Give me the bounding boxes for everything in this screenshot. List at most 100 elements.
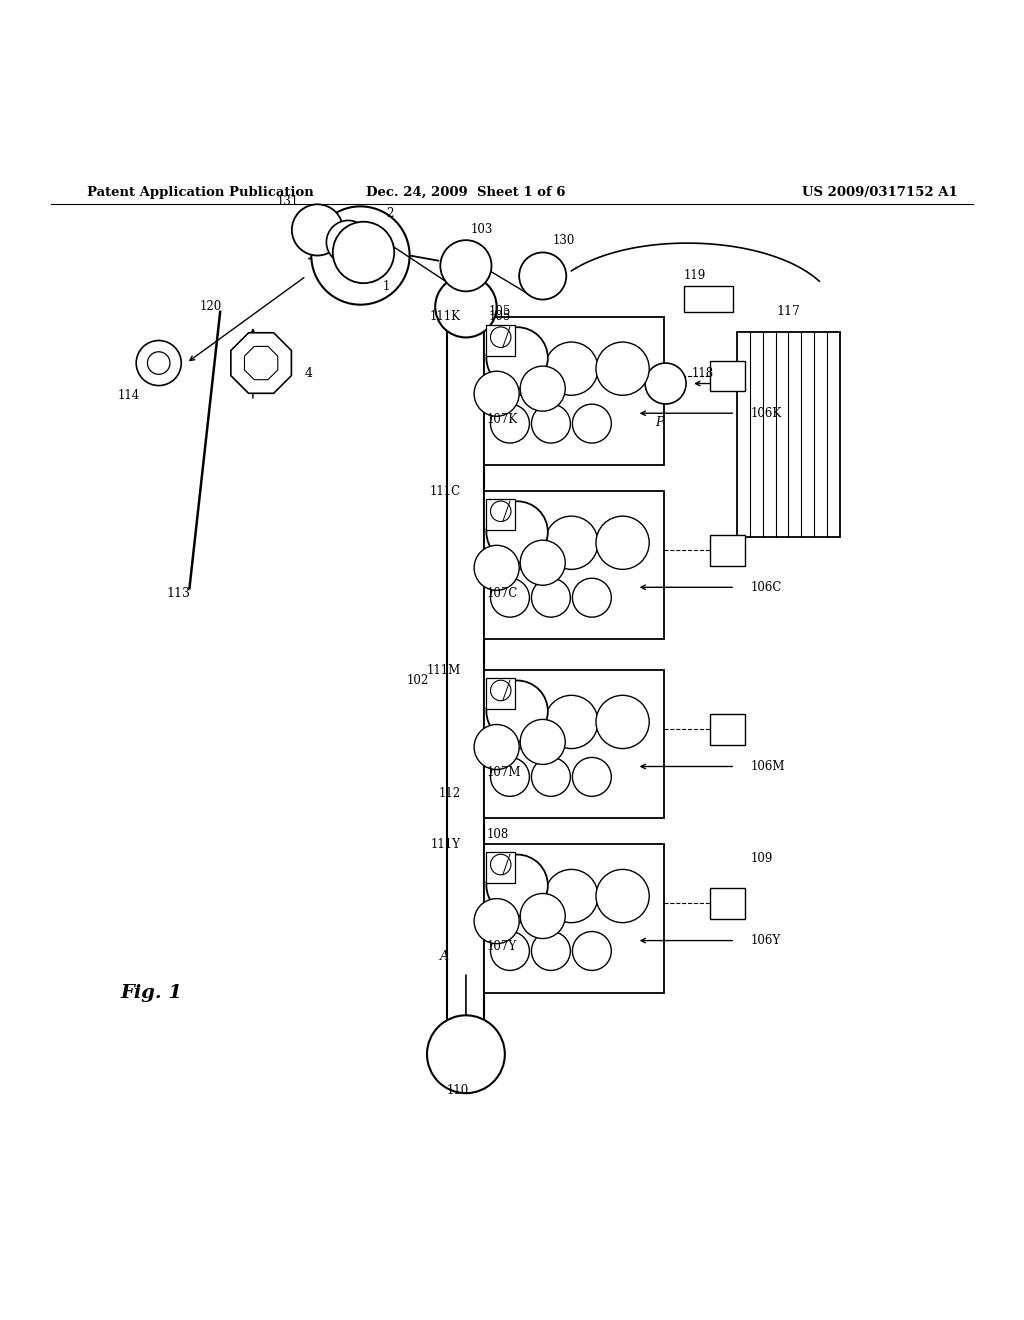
Bar [484, 671, 664, 818]
Bar [710, 888, 745, 919]
Circle shape [645, 363, 686, 404]
Text: US 2009/0317152 A1: US 2009/0317152 A1 [802, 186, 957, 199]
Bar [710, 360, 745, 392]
Circle shape [327, 220, 370, 264]
Circle shape [147, 351, 170, 375]
Circle shape [531, 758, 570, 796]
Text: A: A [440, 950, 450, 964]
Text: 107M: 107M [486, 766, 521, 779]
Text: 120: 120 [200, 300, 222, 313]
Circle shape [490, 327, 511, 347]
Circle shape [490, 404, 529, 444]
Circle shape [490, 502, 511, 521]
Text: 2: 2 [386, 207, 393, 220]
Circle shape [596, 870, 649, 923]
Text: 112: 112 [438, 787, 461, 800]
Text: 110: 110 [446, 1084, 469, 1097]
Circle shape [596, 696, 649, 748]
Text: 103: 103 [471, 223, 494, 236]
Circle shape [474, 899, 519, 944]
Circle shape [435, 276, 497, 338]
Circle shape [474, 725, 519, 770]
Bar [684, 286, 733, 312]
Circle shape [596, 342, 649, 395]
Bar [710, 714, 745, 744]
Text: 106C: 106C [751, 581, 782, 594]
Circle shape [520, 366, 565, 411]
Bar [486, 678, 515, 709]
Circle shape [311, 206, 410, 305]
Circle shape [531, 578, 570, 618]
Polygon shape [230, 333, 292, 393]
Circle shape [486, 327, 548, 388]
Circle shape [486, 854, 548, 916]
Circle shape [531, 932, 570, 970]
Circle shape [486, 681, 548, 742]
Circle shape [596, 516, 649, 569]
Circle shape [494, 870, 547, 923]
Bar [710, 535, 745, 565]
Text: P: P [655, 416, 664, 429]
Circle shape [490, 758, 529, 796]
Polygon shape [245, 346, 278, 380]
Circle shape [520, 719, 565, 764]
Text: 111C: 111C [430, 484, 461, 498]
Text: 107K: 107K [486, 413, 518, 426]
Circle shape [486, 502, 548, 562]
Text: 102: 102 [407, 675, 429, 686]
Bar [486, 853, 515, 883]
Circle shape [572, 578, 611, 618]
Circle shape [136, 341, 181, 385]
Circle shape [494, 516, 547, 569]
Text: 107Y: 107Y [486, 940, 517, 953]
Text: 107C: 107C [486, 587, 518, 599]
Circle shape [292, 205, 343, 256]
Text: 106M: 106M [751, 760, 785, 774]
Text: 111M: 111M [427, 664, 461, 677]
Text: Fig. 1: Fig. 1 [121, 983, 183, 1002]
Text: 108: 108 [486, 828, 509, 841]
Circle shape [474, 371, 519, 416]
Circle shape [545, 516, 598, 569]
Circle shape [531, 404, 570, 444]
Circle shape [490, 932, 529, 970]
Text: 105: 105 [488, 305, 511, 318]
Text: 4: 4 [304, 367, 312, 380]
Bar [484, 317, 664, 465]
Circle shape [572, 932, 611, 970]
Text: 113: 113 [167, 587, 190, 599]
Text: 111K: 111K [430, 310, 461, 323]
Text: 117: 117 [776, 305, 801, 318]
Circle shape [490, 578, 529, 618]
Circle shape [440, 240, 492, 292]
Text: 131: 131 [276, 195, 299, 207]
Circle shape [572, 404, 611, 444]
Text: 105: 105 [488, 310, 511, 323]
Text: Dec. 24, 2009  Sheet 1 of 6: Dec. 24, 2009 Sheet 1 of 6 [367, 186, 565, 199]
Circle shape [519, 252, 566, 300]
Bar [486, 499, 515, 529]
Text: 130: 130 [553, 234, 575, 247]
Bar [486, 325, 515, 355]
Bar [484, 491, 664, 639]
Circle shape [545, 870, 598, 923]
Circle shape [494, 696, 547, 748]
Circle shape [545, 696, 598, 748]
Circle shape [494, 342, 547, 395]
Circle shape [490, 680, 511, 701]
Circle shape [474, 545, 519, 590]
Text: 118: 118 [691, 367, 714, 380]
Text: 111Y: 111Y [431, 838, 461, 851]
Circle shape [520, 540, 565, 585]
Text: 109: 109 [751, 853, 773, 866]
Text: 106K: 106K [751, 407, 782, 420]
Text: Patent Application Publication: Patent Application Publication [87, 186, 313, 199]
Bar [484, 843, 664, 993]
Bar [737, 333, 840, 537]
Circle shape [572, 758, 611, 796]
Circle shape [490, 854, 511, 875]
Text: 114: 114 [118, 389, 140, 403]
Circle shape [333, 222, 394, 284]
Text: 1: 1 [383, 280, 390, 293]
Circle shape [545, 342, 598, 395]
